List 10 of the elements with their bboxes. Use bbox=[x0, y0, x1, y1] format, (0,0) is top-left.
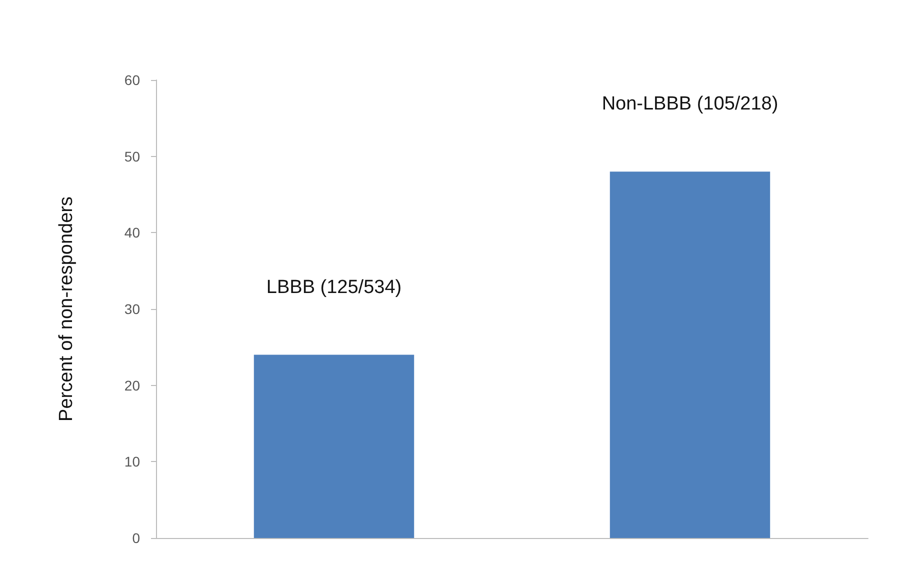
y-tick-label: 20 bbox=[124, 377, 140, 394]
y-tick-label: 0 bbox=[132, 530, 140, 546]
y-tick-label: 40 bbox=[124, 224, 140, 241]
y-tick-label: 50 bbox=[124, 148, 140, 164]
data-label: LBBB (125/534) bbox=[266, 276, 402, 298]
y-axis-title: Percent of non-responders bbox=[56, 196, 77, 422]
y-tick-label: 60 bbox=[124, 72, 140, 88]
y-tick-label: 30 bbox=[124, 301, 140, 317]
y-tick-label: 10 bbox=[124, 454, 140, 470]
data-label: Non-LBBB (105/218) bbox=[602, 94, 778, 115]
